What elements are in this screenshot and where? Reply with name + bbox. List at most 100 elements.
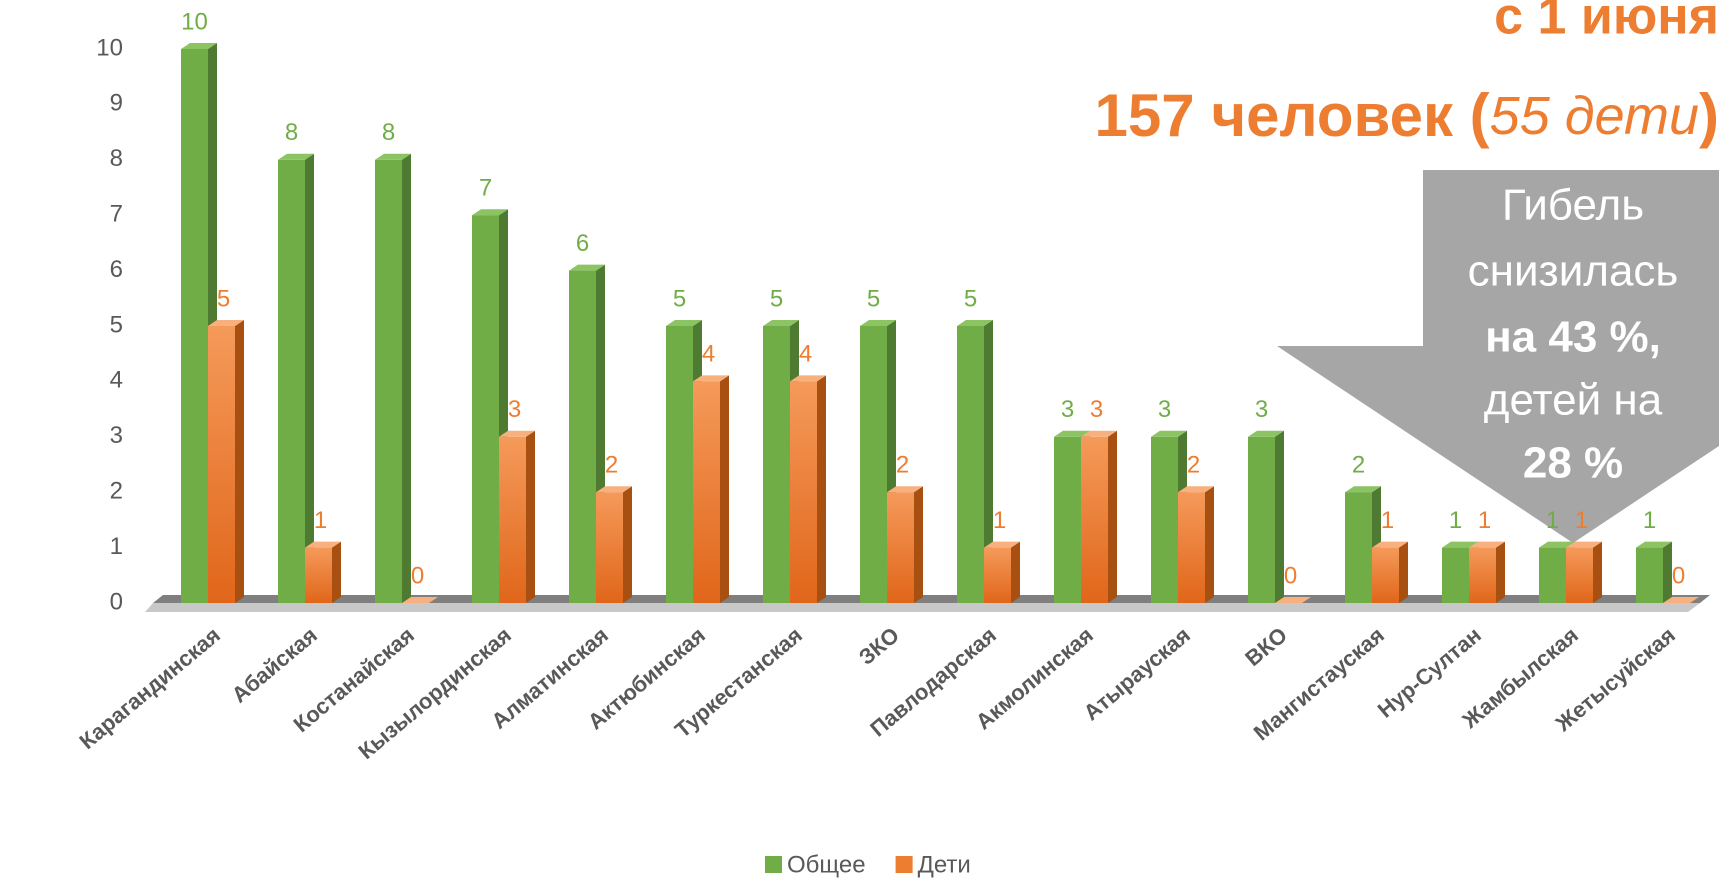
data-label: 5 — [964, 285, 977, 312]
bar-top — [860, 320, 896, 326]
x-tick-label: Атырауская — [1079, 622, 1195, 725]
bar — [860, 326, 887, 603]
data-label: 1 — [1478, 507, 1491, 534]
data-label: 1 — [1643, 507, 1656, 534]
bar-top — [569, 264, 605, 271]
bar — [596, 492, 623, 603]
data-label: 2 — [605, 452, 618, 479]
data-label: 1 — [1575, 507, 1588, 534]
bar — [1151, 436, 1178, 603]
y-tick-label: 6 — [110, 256, 123, 283]
data-label: 6 — [576, 230, 589, 257]
bar — [499, 436, 526, 603]
data-label: 5 — [673, 285, 686, 312]
title: с 1 июня — [1494, 0, 1719, 46]
data-label: 8 — [382, 119, 395, 146]
bar-side — [1011, 541, 1020, 603]
bar — [666, 326, 693, 603]
bar-top — [499, 430, 535, 437]
bar-top — [984, 541, 1020, 548]
bar-side — [1108, 430, 1117, 603]
bar-side — [623, 486, 632, 603]
bar-top — [181, 43, 217, 49]
bar-top — [1663, 597, 1699, 603]
legend-swatch — [895, 856, 913, 873]
bar-top — [790, 375, 826, 382]
bar — [984, 547, 1011, 603]
bar-side — [1496, 541, 1505, 603]
legend: Общее Дети — [765, 851, 971, 878]
bar-top — [887, 486, 923, 493]
y-tick-label: 1 — [110, 533, 123, 560]
callout-shape — [1277, 170, 1719, 543]
floor — [145, 603, 1700, 612]
callout-line: Гибель — [1502, 181, 1644, 230]
bar-side — [526, 430, 535, 603]
bar-top — [375, 153, 411, 160]
data-label: 1 — [1381, 507, 1394, 534]
bar — [1539, 547, 1566, 603]
bar-top — [1442, 541, 1478, 548]
callout-line: на 43 %, — [1485, 313, 1661, 362]
data-label: 4 — [702, 341, 715, 368]
bar-top — [1539, 541, 1575, 548]
data-label: 2 — [896, 452, 909, 479]
data-label: 10 — [181, 8, 208, 35]
floor-back — [153, 595, 1710, 603]
data-label: 3 — [1090, 396, 1103, 423]
data-label: 3 — [1255, 396, 1268, 423]
bar-top — [1248, 430, 1284, 437]
bar-top — [208, 320, 244, 326]
bar-side — [1205, 486, 1214, 603]
y-tick-label: 2 — [110, 478, 123, 505]
bar — [208, 326, 235, 603]
bar-top — [1372, 541, 1408, 548]
bar-top — [1275, 597, 1311, 603]
bar-side — [720, 375, 729, 603]
bar-top — [472, 209, 508, 216]
data-label: 3 — [1061, 396, 1074, 423]
callout-line: детей на — [1484, 376, 1663, 425]
bar-side — [1593, 541, 1602, 603]
bar — [1345, 492, 1372, 603]
bar — [375, 159, 402, 604]
bar — [305, 547, 332, 603]
bar — [1248, 436, 1275, 603]
bar-top — [278, 153, 314, 160]
bar-side — [332, 541, 341, 603]
bar-top — [693, 375, 729, 382]
y-tick-label: 4 — [110, 367, 123, 394]
data-label: 8 — [285, 119, 298, 146]
bar-top — [1178, 486, 1214, 493]
y-tick-label: 9 — [110, 90, 123, 117]
bar — [569, 270, 596, 603]
data-label: 1 — [993, 507, 1006, 534]
bar-top — [1469, 541, 1505, 548]
data-label: 7 — [479, 175, 492, 202]
data-label: 1 — [314, 507, 327, 534]
bar — [1442, 547, 1469, 603]
bar — [1054, 436, 1081, 603]
bar — [1081, 436, 1108, 603]
data-label: 4 — [799, 341, 812, 368]
bar-side — [235, 320, 244, 603]
bar — [1372, 547, 1399, 603]
data-label: 3 — [1158, 396, 1171, 423]
data-label: 2 — [1187, 452, 1200, 479]
data-label: 0 — [1672, 562, 1685, 589]
y-tick-label: 10 — [96, 34, 123, 61]
bar-top — [305, 541, 341, 548]
x-tick-label: ЗКО — [854, 622, 904, 670]
bar-side — [402, 153, 411, 604]
bar-side — [984, 320, 993, 603]
legend-swatch — [765, 856, 782, 873]
bar-top — [1081, 430, 1117, 437]
bar — [693, 381, 720, 603]
y-tick-label: 8 — [110, 145, 123, 172]
data-label: 3 — [508, 396, 521, 423]
bar — [1178, 492, 1205, 603]
y-tick-label: 5 — [110, 311, 123, 338]
subtitle-part: 157 человек ( — [1095, 82, 1490, 149]
